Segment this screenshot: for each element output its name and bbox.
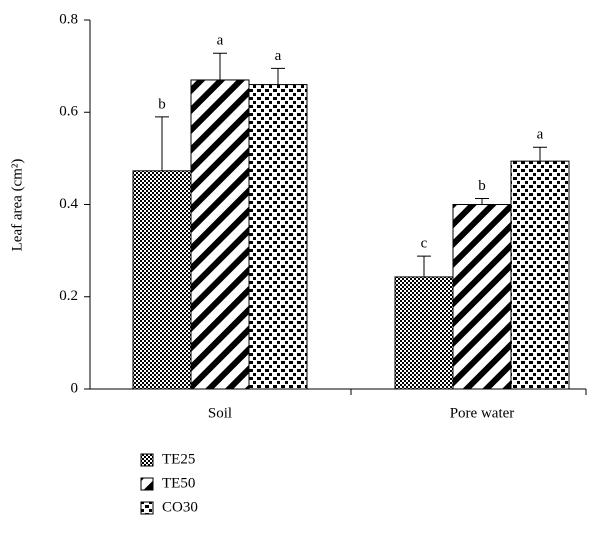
error-bar (475, 198, 489, 205)
bar (132, 170, 192, 390)
bar (394, 276, 454, 390)
y-axis-label: Leaf area (cm²) (9, 159, 25, 252)
error-bar (271, 67, 285, 85)
significance-label: a (275, 48, 282, 64)
error-bar (155, 116, 169, 171)
significance-label: b (158, 96, 166, 112)
error-bar (213, 52, 227, 80)
significance-label: a (217, 33, 224, 49)
bar (190, 79, 250, 390)
x-tick-label: Pore water (450, 405, 515, 421)
significance-label: b (478, 178, 486, 194)
y-tick-label: 0.4 (59, 196, 78, 212)
x-tick-label: Soil (208, 405, 232, 421)
legend-swatch (140, 477, 154, 491)
legend-label: TE50 (162, 475, 195, 491)
y-tick-label: 0.2 (59, 288, 78, 304)
y-tick-label: 0.8 (59, 11, 78, 27)
error-bar (417, 255, 431, 277)
bar (452, 204, 512, 390)
legend-label: CO30 (162, 499, 198, 515)
legend-label: TE25 (162, 451, 195, 467)
significance-label: a (537, 127, 544, 143)
legend-swatch (140, 501, 154, 515)
bar (510, 160, 570, 390)
bar (248, 84, 308, 390)
legend-swatch (140, 453, 154, 467)
y-tick-label: 0.6 (59, 104, 78, 120)
y-tick-label: 0 (71, 380, 79, 396)
error-bar (533, 146, 547, 162)
significance-label: c (421, 236, 428, 252)
